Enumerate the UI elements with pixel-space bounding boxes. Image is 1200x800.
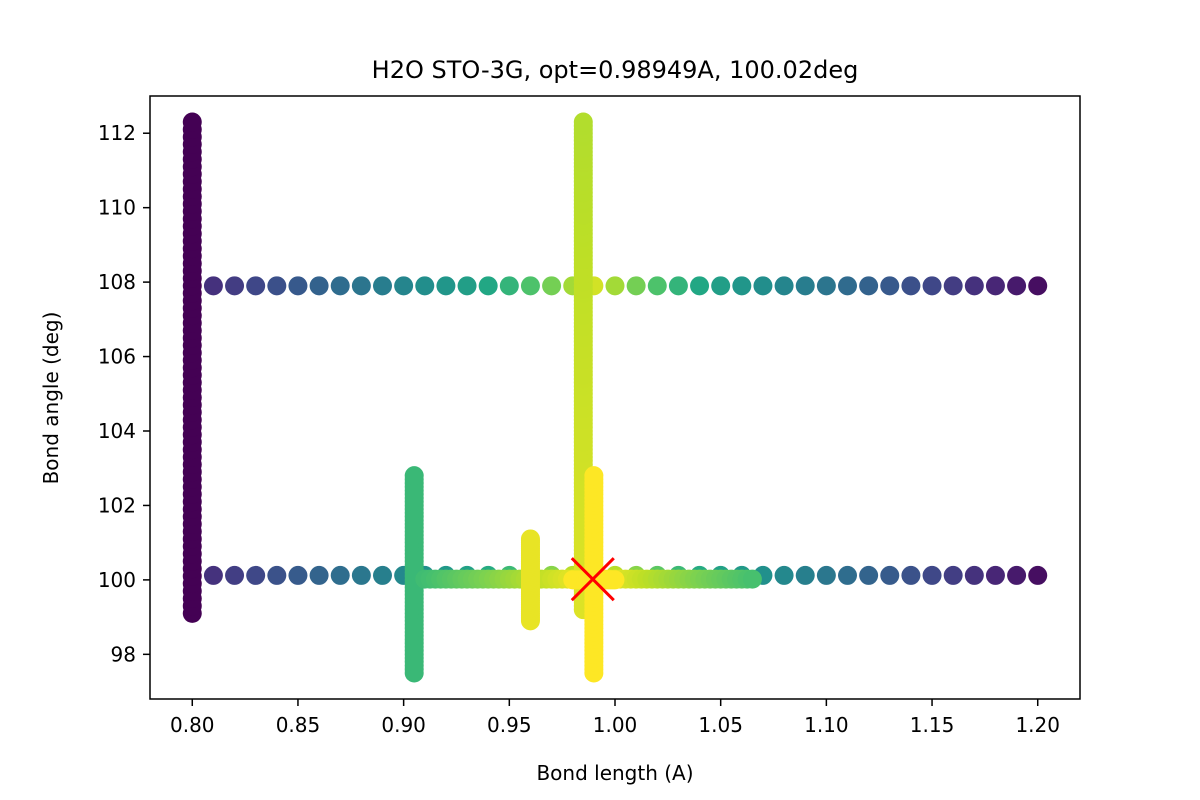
x-axis-label: Bond length (A) (536, 761, 693, 785)
data-point (330, 565, 350, 585)
x-tick-label: 0.80 (170, 713, 215, 737)
data-point (711, 276, 731, 296)
data-point (742, 569, 762, 589)
data-point (499, 276, 519, 296)
data-point (985, 276, 1005, 296)
x-tick-label: 1.00 (593, 713, 638, 737)
data-point (922, 276, 942, 296)
x-tick-label: 1.05 (698, 713, 743, 737)
data-point (732, 276, 752, 296)
points-layer (182, 112, 1048, 683)
data-point (404, 466, 424, 486)
data-point (922, 565, 942, 585)
y-tick-label: 112 (98, 121, 136, 145)
chart-title: H2O STO-3G, opt=0.98949A, 100.02deg (372, 56, 859, 84)
data-point (901, 276, 921, 296)
data-point (838, 276, 857, 296)
data-point (605, 276, 625, 296)
data-point (351, 276, 371, 296)
data-point (478, 276, 498, 296)
x-tick-label: 0.85 (276, 713, 321, 737)
data-point (859, 565, 879, 585)
data-point (985, 565, 1005, 585)
data-point (795, 276, 815, 296)
data-point (795, 565, 815, 585)
data-point (288, 565, 308, 585)
y-tick-label: 108 (98, 270, 136, 294)
data-point (373, 276, 392, 296)
y-ticks: 98 100 102 104 106 108 110 112 (98, 121, 150, 666)
data-point (816, 276, 836, 296)
data-point (246, 276, 266, 296)
data-point (267, 565, 287, 585)
data-point (288, 276, 308, 296)
x-tick-label: 1.20 (1015, 713, 1060, 737)
data-point (605, 570, 625, 590)
y-tick-label: 100 (98, 568, 136, 592)
data-point (203, 276, 223, 296)
data-point (1007, 565, 1027, 585)
data-point (774, 565, 794, 585)
data-point (246, 565, 266, 585)
data-point (573, 112, 593, 132)
y-tick-label: 104 (98, 419, 136, 443)
data-point (816, 565, 836, 585)
data-point (901, 565, 921, 585)
data-point (182, 112, 202, 132)
data-point (203, 565, 223, 585)
x-tick-label: 0.95 (487, 713, 532, 737)
data-point (1028, 276, 1048, 296)
data-point (943, 565, 963, 585)
data-point (225, 565, 245, 585)
data-point (690, 276, 710, 296)
optimum-marker (570, 557, 615, 602)
data-point (542, 276, 562, 296)
data-point (330, 276, 350, 296)
data-point (1028, 565, 1048, 585)
y-tick-label: 106 (98, 345, 136, 369)
data-point (838, 565, 857, 585)
data-point (1007, 276, 1027, 296)
x-ticks: 0.80 0.85 0.90 0.95 1.00 1.05 1.10 1.15 1.20 (170, 699, 1060, 737)
data-point (668, 276, 688, 296)
data-point (753, 276, 773, 296)
data-point (351, 565, 371, 585)
data-point (373, 565, 392, 585)
data-point (964, 276, 984, 296)
data-point (436, 276, 456, 296)
data-point (943, 276, 963, 296)
x-tick-label: 1.10 (804, 713, 849, 737)
data-point (647, 276, 667, 296)
y-tick-label: 102 (98, 493, 136, 517)
data-point (394, 276, 414, 296)
data-point (584, 466, 604, 486)
data-point (520, 276, 540, 296)
x-tick-label: 1.15 (910, 713, 955, 737)
data-point (880, 276, 900, 296)
data-point (457, 276, 477, 296)
data-point (520, 529, 540, 549)
data-point (774, 276, 794, 296)
data-point (880, 565, 900, 585)
data-point (859, 276, 879, 296)
data-point (626, 276, 646, 296)
y-tick-label: 110 (98, 196, 136, 220)
x-tick-label: 0.90 (381, 713, 426, 737)
y-tick-label: 98 (111, 642, 136, 666)
y-axis-label: Bond angle (deg) (39, 312, 63, 485)
data-point (309, 565, 329, 585)
optimum-marker-layer (570, 557, 615, 602)
data-point (309, 276, 329, 296)
data-point (225, 276, 245, 296)
data-point (267, 276, 287, 296)
data-point (964, 565, 984, 585)
data-point (415, 276, 435, 296)
